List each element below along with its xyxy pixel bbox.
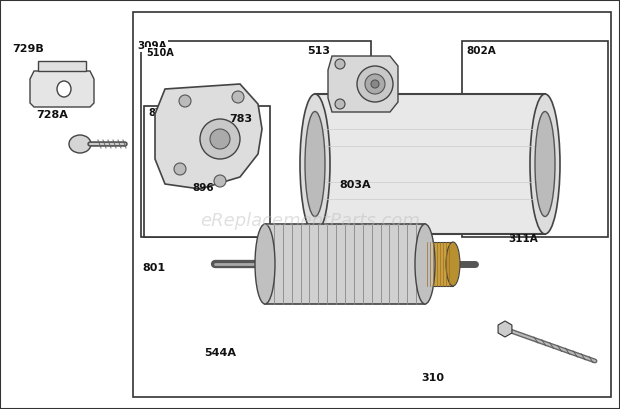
Text: 309A: 309A [138, 41, 167, 51]
Text: 801: 801 [143, 263, 166, 273]
Text: 802A: 802A [466, 47, 496, 56]
Bar [141, 41, 371, 237]
Bar [144, 106, 270, 237]
Text: 311A: 311A [508, 234, 538, 244]
Bar [425, 242, 453, 286]
Ellipse shape [415, 224, 435, 304]
Ellipse shape [305, 112, 325, 216]
Circle shape [335, 99, 345, 109]
Text: 783: 783 [229, 114, 252, 124]
Ellipse shape [530, 94, 560, 234]
Circle shape [200, 119, 240, 159]
Polygon shape [30, 71, 94, 107]
Text: 876: 876 [149, 108, 169, 118]
Bar [38, 61, 86, 71]
Polygon shape [328, 56, 398, 112]
Ellipse shape [255, 224, 275, 304]
Ellipse shape [446, 242, 460, 286]
Circle shape [174, 163, 186, 175]
Bar [265, 224, 425, 304]
Ellipse shape [57, 81, 71, 97]
Text: eReplacementParts.com: eReplacementParts.com [200, 212, 420, 230]
Text: 803A: 803A [340, 180, 371, 190]
Bar [315, 94, 545, 234]
Bar [462, 41, 608, 237]
Bar [133, 12, 611, 397]
Circle shape [214, 175, 226, 187]
Polygon shape [498, 321, 512, 337]
Circle shape [371, 80, 379, 88]
Text: 510A: 510A [146, 48, 174, 58]
Text: 310: 310 [422, 373, 445, 383]
Text: 896: 896 [192, 183, 214, 193]
Circle shape [179, 95, 191, 107]
Text: 729B: 729B [12, 44, 44, 54]
Ellipse shape [69, 135, 91, 153]
Circle shape [365, 74, 385, 94]
Ellipse shape [535, 112, 555, 216]
Text: 728A: 728A [36, 110, 68, 119]
Circle shape [335, 59, 345, 69]
Circle shape [357, 66, 393, 102]
Circle shape [232, 91, 244, 103]
Circle shape [210, 129, 230, 149]
Ellipse shape [300, 94, 330, 234]
Text: 513: 513 [307, 46, 330, 56]
Polygon shape [155, 84, 262, 189]
Text: 544A: 544A [205, 348, 237, 357]
